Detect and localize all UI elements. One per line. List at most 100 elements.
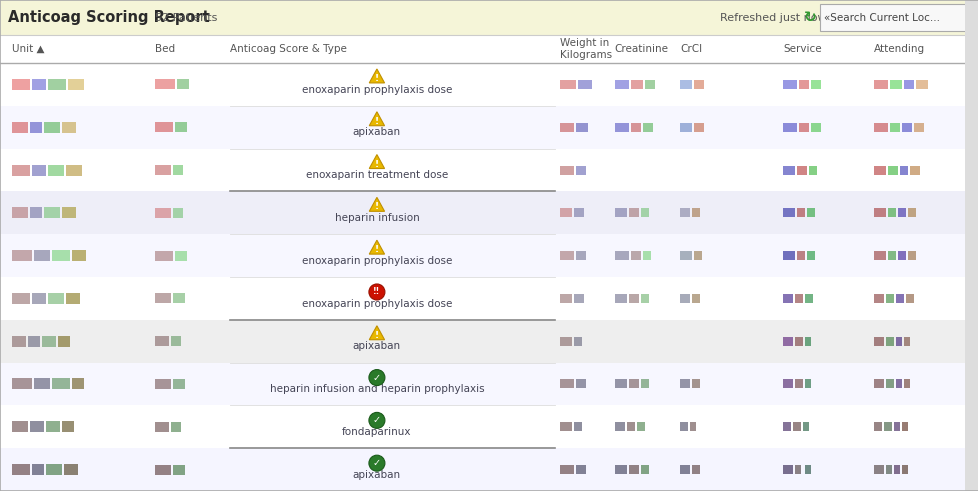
- Bar: [0, 0, 978, 35]
- Bar: [614, 251, 628, 260]
- Bar: [693, 123, 704, 132]
- Bar: [885, 465, 891, 474]
- Bar: [630, 80, 643, 89]
- Bar: [913, 123, 923, 132]
- Bar: [630, 123, 641, 132]
- Bar: [898, 208, 906, 218]
- Bar: [893, 465, 900, 474]
- Bar: [46, 464, 62, 475]
- Bar: [44, 207, 60, 218]
- Bar: [873, 294, 883, 303]
- Bar: [898, 251, 906, 260]
- Bar: [782, 380, 792, 388]
- Text: heparin infusion: heparin infusion: [334, 213, 419, 223]
- Bar: [782, 422, 790, 431]
- Bar: [0, 234, 978, 277]
- Text: Bed: Bed: [155, 44, 175, 54]
- Text: Anticoag Score & Type: Anticoag Score & Type: [230, 44, 346, 54]
- Bar: [811, 123, 821, 132]
- Bar: [885, 337, 893, 346]
- Bar: [31, 79, 46, 90]
- Bar: [628, 294, 639, 303]
- Bar: [636, 422, 645, 431]
- Bar: [782, 208, 794, 218]
- Bar: [155, 464, 170, 475]
- Bar: [29, 122, 42, 133]
- Bar: [904, 380, 910, 388]
- Text: Creatinine: Creatinine: [614, 44, 668, 54]
- Bar: [62, 122, 75, 133]
- Bar: [693, 251, 701, 260]
- Circle shape: [369, 370, 384, 385]
- Bar: [902, 123, 911, 132]
- Bar: [62, 421, 73, 432]
- Bar: [641, 208, 648, 218]
- Bar: [904, 80, 913, 89]
- Bar: [58, 336, 69, 347]
- Bar: [906, 294, 913, 303]
- Bar: [630, 251, 641, 260]
- Bar: [575, 251, 586, 260]
- Bar: [0, 277, 978, 320]
- Bar: [176, 80, 189, 89]
- Bar: [29, 421, 44, 432]
- Bar: [782, 251, 794, 260]
- Bar: [807, 208, 815, 218]
- Bar: [885, 294, 893, 303]
- Bar: [559, 208, 571, 218]
- Bar: [915, 80, 927, 89]
- Bar: [910, 165, 919, 174]
- Bar: [44, 122, 60, 133]
- Bar: [614, 123, 628, 132]
- Bar: [794, 465, 800, 474]
- Bar: [614, 422, 624, 431]
- Bar: [689, 422, 695, 431]
- Bar: [680, 380, 689, 388]
- Bar: [573, 294, 584, 303]
- Text: ✓: ✓: [373, 415, 380, 425]
- Text: !!: !!: [373, 287, 380, 297]
- Bar: [614, 465, 626, 474]
- Bar: [798, 80, 809, 89]
- Bar: [680, 422, 688, 431]
- Bar: [614, 380, 626, 388]
- Circle shape: [369, 412, 384, 428]
- Bar: [691, 380, 699, 388]
- Text: Weight in
Kilograms: Weight in Kilograms: [559, 38, 611, 60]
- Bar: [577, 80, 592, 89]
- Bar: [628, 465, 639, 474]
- Text: Anticoag Scoring Report: Anticoag Scoring Report: [8, 10, 209, 25]
- Bar: [52, 250, 69, 261]
- Bar: [48, 79, 66, 90]
- Bar: [12, 79, 29, 90]
- Bar: [804, 465, 811, 474]
- Bar: [0, 320, 978, 362]
- Bar: [908, 208, 915, 218]
- Bar: [794, 337, 802, 346]
- Bar: [170, 336, 181, 346]
- Text: 52 Patients: 52 Patients: [155, 12, 217, 23]
- Bar: [626, 422, 634, 431]
- Text: heparin infusion and heparin prophylaxis: heparin infusion and heparin prophylaxis: [269, 384, 484, 394]
- Bar: [170, 422, 181, 432]
- Bar: [0, 448, 978, 491]
- Text: Unit ▲: Unit ▲: [12, 44, 44, 54]
- Text: ✓: ✓: [373, 373, 380, 382]
- Bar: [873, 380, 883, 388]
- Bar: [31, 464, 44, 475]
- Bar: [31, 293, 46, 304]
- Bar: [46, 421, 60, 432]
- Bar: [575, 465, 586, 474]
- Polygon shape: [369, 197, 384, 211]
- Bar: [67, 79, 84, 90]
- Bar: [27, 336, 40, 347]
- Text: «Search Current Loc...: «Search Current Loc...: [823, 12, 939, 23]
- Text: Refreshed just now: Refreshed just now: [719, 12, 825, 23]
- Bar: [12, 464, 29, 475]
- Bar: [559, 251, 573, 260]
- Bar: [64, 464, 77, 475]
- Bar: [904, 337, 910, 346]
- Bar: [680, 465, 689, 474]
- Bar: [902, 422, 908, 431]
- Bar: [174, 250, 187, 261]
